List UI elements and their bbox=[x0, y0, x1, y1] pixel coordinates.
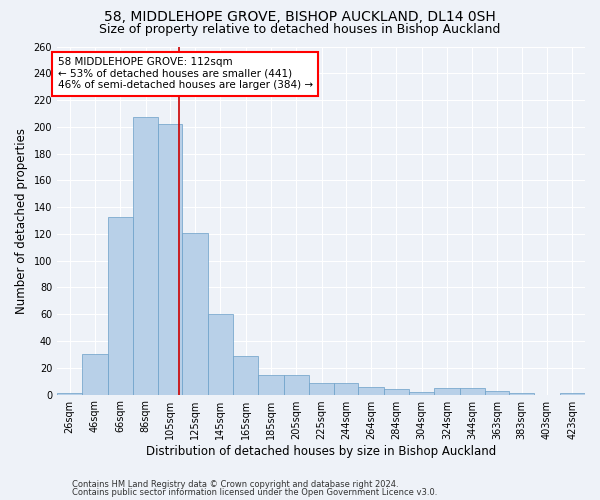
Bar bbox=[158, 124, 182, 394]
Bar bbox=[284, 374, 309, 394]
Bar bbox=[233, 356, 259, 395]
Bar bbox=[57, 393, 82, 394]
Bar bbox=[182, 232, 208, 394]
Bar bbox=[82, 354, 107, 395]
X-axis label: Distribution of detached houses by size in Bishop Auckland: Distribution of detached houses by size … bbox=[146, 444, 496, 458]
Bar bbox=[334, 382, 358, 394]
Bar bbox=[208, 314, 233, 394]
Bar bbox=[383, 389, 409, 394]
Bar bbox=[509, 393, 535, 394]
Bar bbox=[560, 393, 585, 394]
Bar bbox=[485, 390, 509, 394]
Bar bbox=[358, 386, 383, 394]
Bar bbox=[460, 388, 485, 394]
Bar bbox=[434, 388, 460, 394]
Text: 58, MIDDLEHOPE GROVE, BISHOP AUCKLAND, DL14 0SH: 58, MIDDLEHOPE GROVE, BISHOP AUCKLAND, D… bbox=[104, 10, 496, 24]
Bar bbox=[133, 118, 158, 394]
Bar bbox=[409, 392, 434, 394]
Text: Contains public sector information licensed under the Open Government Licence v3: Contains public sector information licen… bbox=[72, 488, 437, 497]
Bar bbox=[107, 216, 133, 394]
Bar bbox=[259, 374, 284, 394]
Text: Contains HM Land Registry data © Crown copyright and database right 2024.: Contains HM Land Registry data © Crown c… bbox=[72, 480, 398, 489]
Text: 58 MIDDLEHOPE GROVE: 112sqm
← 53% of detached houses are smaller (441)
46% of se: 58 MIDDLEHOPE GROVE: 112sqm ← 53% of det… bbox=[58, 57, 313, 90]
Bar bbox=[309, 382, 334, 394]
Y-axis label: Number of detached properties: Number of detached properties bbox=[15, 128, 28, 314]
Text: Size of property relative to detached houses in Bishop Auckland: Size of property relative to detached ho… bbox=[100, 22, 500, 36]
